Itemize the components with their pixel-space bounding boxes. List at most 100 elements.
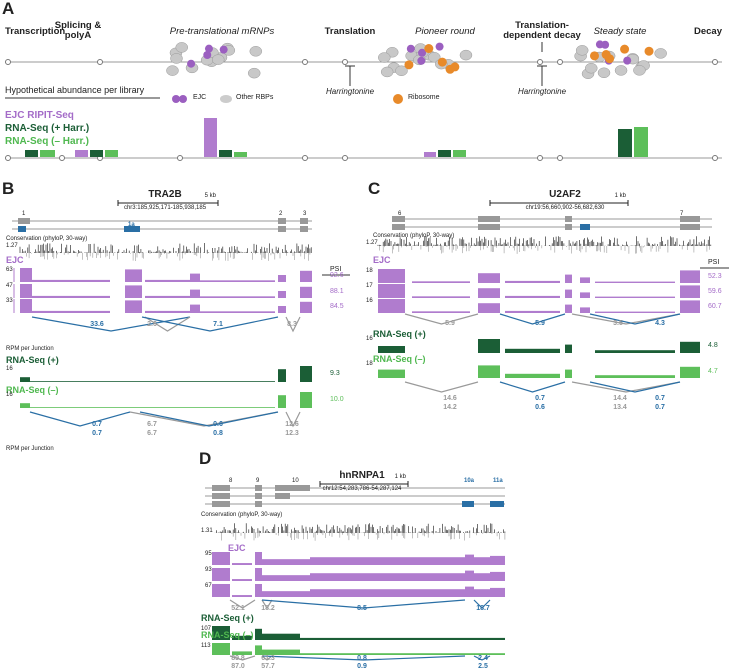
junction: [404, 313, 479, 325]
coverage: [478, 288, 500, 298]
exon: [212, 501, 230, 507]
junction: [141, 316, 279, 332]
coverage: [262, 649, 300, 655]
coverage: [565, 304, 572, 313]
ribosome: [620, 44, 630, 54]
label: 18: [366, 268, 373, 274]
abundance-bar: [90, 150, 103, 157]
label: 16: [366, 298, 373, 304]
rbp: [597, 67, 611, 79]
exon: [565, 216, 572, 222]
label: 4.8: [708, 342, 718, 349]
stage-node: [537, 155, 543, 161]
label: Translation-dependent decay: [503, 20, 581, 41]
label: 57.7: [261, 663, 275, 670]
coverage: [505, 310, 560, 313]
label: PSI: [708, 259, 720, 266]
label: D: [199, 449, 212, 468]
coverage: [505, 373, 560, 378]
label: RNA-Seq (–): [373, 354, 426, 364]
coverage: [232, 579, 252, 581]
abundance-bar: [75, 150, 88, 157]
label: 14.4: [613, 395, 627, 402]
label: 89.8: [231, 655, 245, 662]
exon: [300, 218, 308, 224]
label: 2: [279, 211, 283, 217]
rbp: [428, 51, 441, 63]
abundance-bar: [219, 150, 232, 157]
label: 95: [205, 551, 212, 557]
coverage: [20, 268, 32, 282]
rbp: [166, 65, 179, 76]
coverage: [212, 552, 230, 565]
stage-node: [177, 155, 183, 161]
label: 0.8: [213, 430, 223, 437]
coverage: [30, 407, 275, 408]
coverage: [465, 570, 474, 581]
rbp: [395, 65, 408, 77]
exon: [18, 226, 26, 232]
coverage: [20, 299, 32, 313]
coverage: [300, 392, 312, 408]
ejc: [417, 56, 426, 65]
coverage: [595, 311, 675, 313]
coverage: [255, 584, 262, 597]
junction: [499, 381, 566, 393]
coverage: [30, 381, 275, 382]
coverage: [680, 285, 700, 298]
rbp: [247, 67, 261, 79]
junction: [261, 655, 273, 661]
abundance-bar: [25, 150, 38, 157]
label: 67: [205, 583, 212, 589]
label: 59.6: [708, 288, 722, 295]
coverage: [378, 346, 405, 353]
abundance-bar: [618, 129, 632, 157]
label: Conservation (phyloP, 30-way): [6, 236, 88, 242]
junction: [139, 411, 279, 427]
exon: [462, 501, 474, 507]
label: 33: [6, 298, 13, 304]
label: 2.6: [147, 321, 157, 328]
ejc: [595, 40, 604, 49]
abundance-bar: [424, 152, 436, 157]
coverage: [478, 273, 500, 283]
label: 1 kb: [394, 474, 406, 480]
coverage: [680, 366, 700, 378]
coverage: [465, 586, 474, 597]
rbp: [459, 49, 473, 61]
abundance-bar: [453, 150, 466, 157]
coverage: [300, 301, 312, 313]
junction: [261, 599, 466, 609]
label: RNA-Seq (+): [373, 329, 426, 339]
label: RNA-Seq (– Harr.): [5, 136, 89, 147]
ejc: [187, 59, 196, 68]
coverage: [310, 557, 465, 565]
label: 5.9: [535, 320, 545, 327]
label: 87.0: [231, 663, 245, 670]
stage-node: [342, 155, 348, 161]
label: B: [2, 179, 15, 198]
exon: [490, 501, 504, 507]
label: 6: [398, 211, 402, 217]
label: Conservation (phyloP, 30-way): [373, 233, 455, 239]
junction: [473, 655, 491, 661]
label: hnRNPA1: [339, 470, 385, 481]
label: 4.7: [708, 368, 718, 375]
label: Steady state: [593, 26, 647, 37]
coverage: [125, 269, 142, 282]
abundance-bar: [234, 152, 247, 157]
label: 7.1: [213, 321, 223, 328]
abundance-bar: [105, 150, 118, 157]
label: 3: [303, 211, 307, 217]
label: 0.9: [357, 663, 367, 670]
coverage: [145, 295, 190, 298]
coverage: [278, 275, 286, 282]
label: EJC: [193, 94, 207, 101]
coverage: [125, 300, 142, 313]
junction: [571, 313, 681, 325]
label: 10: [292, 478, 299, 484]
label: chr19:56,660,902-56,682,630: [525, 205, 605, 211]
coverage: [565, 289, 572, 298]
exon: [565, 224, 572, 230]
